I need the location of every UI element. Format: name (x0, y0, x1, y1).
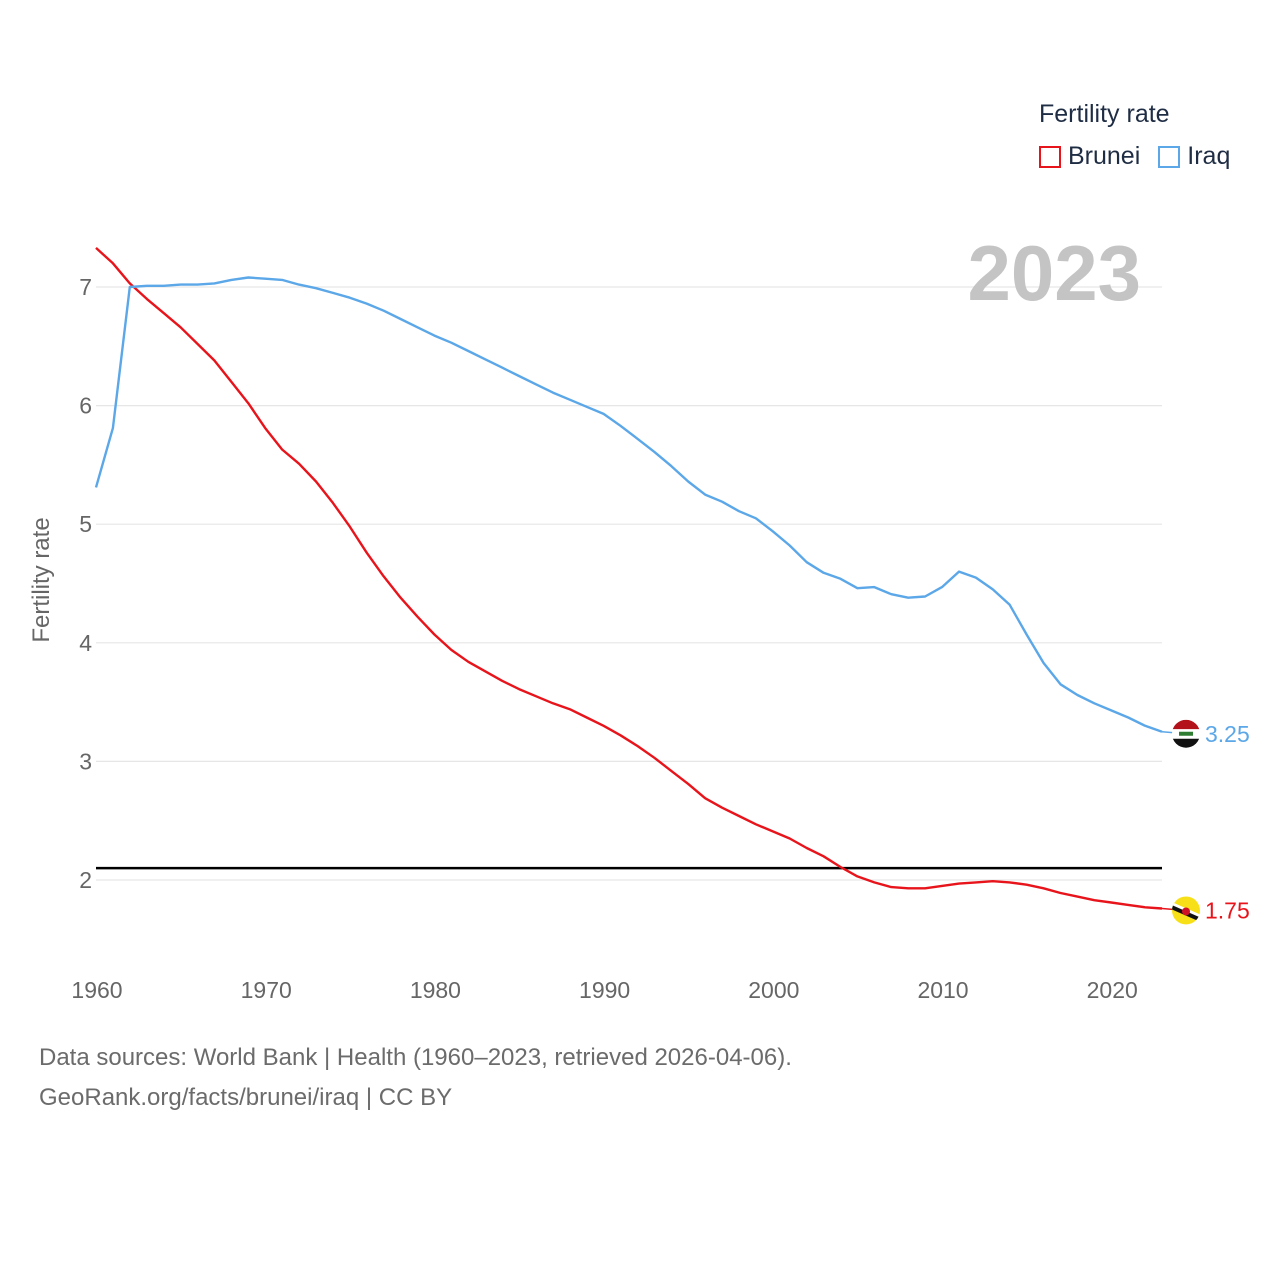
grid-lines (96, 286, 1162, 881)
end-label-iraq: 3.25 (1205, 721, 1250, 747)
y-tick-5: 5 (79, 511, 92, 537)
legend-item-brunei[interactable]: Brunei (1039, 142, 1140, 171)
legend: Brunei Iraq (1039, 142, 1248, 171)
x-tick-2000: 2000 (748, 977, 799, 1003)
attribution-link[interactable]: GeoRank.org/facts/brunei/iraq | CC BY (39, 1084, 453, 1111)
x-tick-2010: 2010 (917, 977, 968, 1003)
brunei-flag-icon (1172, 896, 1200, 925)
series-end-markers: 1.75 3.25 (1161, 719, 1250, 925)
data-source-note: Data sources: World Bank | Health (1960–… (39, 1044, 792, 1071)
legend-label-brunei: Brunei (1068, 142, 1141, 170)
y-tick-2: 2 (79, 867, 92, 893)
x-tick-labels: 1960 1970 1980 1990 2000 2010 2020 (71, 977, 1137, 1003)
y-tick-7: 7 (79, 274, 92, 300)
x-tick-1970: 1970 (241, 977, 292, 1003)
x-tick-1960: 1960 (71, 977, 122, 1003)
legend-swatch-brunei (1039, 145, 1061, 168)
legend-label-iraq: Iraq (1187, 142, 1231, 170)
x-tick-2020: 2020 (1087, 977, 1138, 1003)
legend-title: Fertility rate (1039, 100, 1170, 128)
end-label-brunei: 1.75 (1205, 897, 1250, 923)
legend-item-iraq[interactable]: Iraq (1158, 142, 1230, 171)
x-tick-1980: 1980 (410, 977, 461, 1003)
x-tick-1990: 1990 (579, 977, 630, 1003)
y-axis-label: Fertility rate (28, 517, 55, 643)
y-tick-labels: 2 3 4 5 6 7 (79, 274, 92, 893)
y-tick-4: 4 (79, 630, 92, 656)
series-line-brunei[interactable] (95, 247, 1163, 910)
series-lines (94, 247, 1163, 910)
iraq-flag-icon (1172, 719, 1200, 748)
year-label: 2023 (967, 229, 1141, 317)
series-line-iraq[interactable] (94, 276, 1163, 733)
y-tick-3: 3 (79, 748, 92, 774)
y-tick-6: 6 (79, 393, 92, 419)
legend-swatch-iraq (1158, 145, 1181, 168)
